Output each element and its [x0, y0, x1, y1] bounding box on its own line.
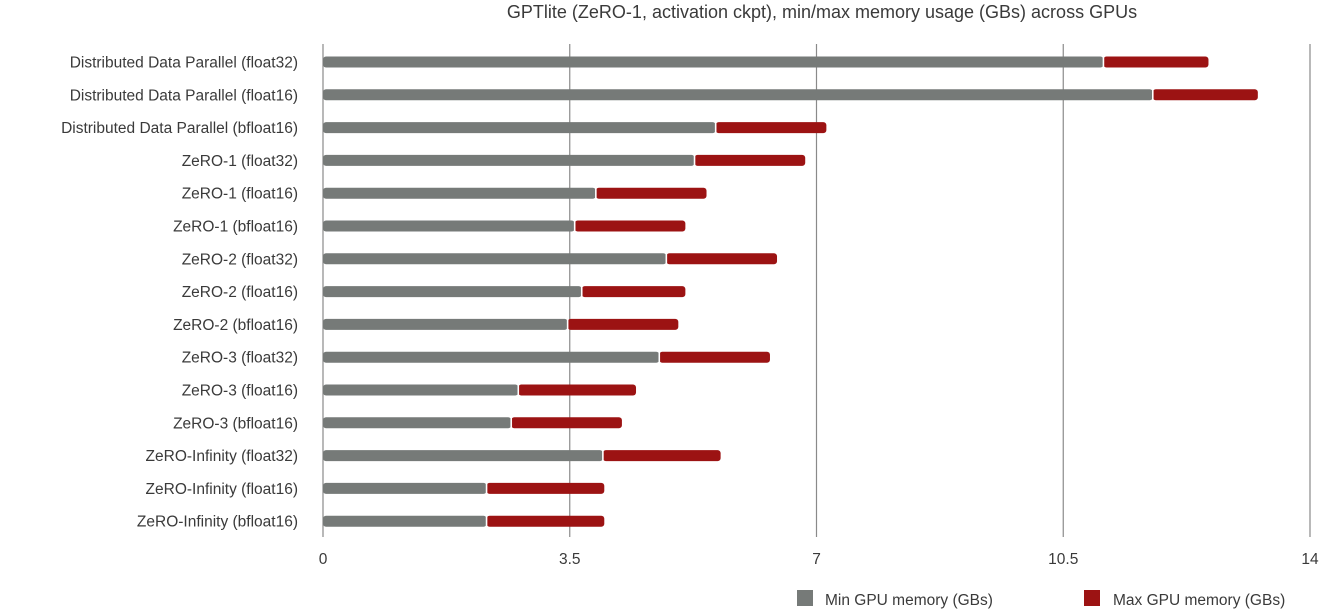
bar-max-segment — [666, 253, 778, 265]
bar-min-segment — [323, 253, 667, 265]
bar-max-segment — [595, 187, 707, 199]
bar-min-segment — [323, 187, 596, 199]
category-label: Distributed Data Parallel (bfloat16) — [61, 120, 298, 137]
bar-min-segment — [323, 154, 695, 166]
legend: Min GPU memory (GBs) Max GPU memory (GBs) — [797, 590, 1285, 609]
bar-max-segment — [602, 450, 721, 462]
category-label: ZeRO-3 (float16) — [182, 383, 298, 400]
category-label: ZeRO-2 (float32) — [182, 251, 298, 268]
legend-label: Max GPU memory (GBs) — [1113, 592, 1285, 609]
bar-max-segment — [518, 384, 637, 396]
bar-min-segment — [323, 417, 512, 429]
bar-max-segment — [511, 417, 622, 429]
category-label: ZeRO-Infinity (bfloat16) — [137, 514, 298, 531]
category-label: ZeRO-3 (bfloat16) — [173, 415, 298, 432]
category-label: ZeRO-2 (float16) — [182, 284, 298, 301]
category-label: ZeRO-1 (bfloat16) — [173, 219, 298, 236]
x-tick-label: 7 — [812, 551, 821, 568]
legend-label: Min GPU memory (GBs) — [825, 592, 993, 609]
bar-area — [323, 56, 1258, 527]
bar-min-segment — [323, 89, 1153, 101]
category-label: ZeRO-Infinity (float32) — [146, 448, 298, 465]
bar-max-segment — [715, 122, 827, 134]
bar-max-segment — [574, 220, 686, 232]
x-tick-label: 3.5 — [559, 551, 581, 568]
bar-max-segment — [694, 154, 806, 166]
x-tick-label: 0 — [319, 551, 328, 568]
category-label: ZeRO-1 (float16) — [182, 186, 298, 203]
bar-min-segment — [323, 482, 487, 494]
bar-min-segment — [323, 122, 716, 134]
x-axis-tick-labels: 0 3.5 7 10.5 14 — [319, 551, 1319, 568]
bar-max-segment — [659, 351, 770, 363]
bar-max-segment — [581, 286, 686, 298]
chart-title: GPTlite (ZeRO-1, activation ckpt), min/m… — [507, 2, 1137, 22]
category-label: ZeRO-1 (float32) — [182, 153, 298, 170]
category-label: ZeRO-3 (float32) — [182, 350, 298, 367]
category-label: ZeRO-2 (bfloat16) — [173, 317, 298, 334]
x-tick-label: 10.5 — [1048, 551, 1078, 568]
bar-max-segment — [486, 515, 605, 527]
category-label: ZeRO-Infinity (float16) — [146, 481, 298, 498]
bar-min-segment — [323, 56, 1104, 68]
bar-min-segment — [323, 384, 519, 396]
bar-min-segment — [323, 220, 575, 232]
legend-swatch — [1084, 590, 1100, 606]
bar-max-segment — [1152, 89, 1258, 101]
bar-min-segment — [323, 318, 568, 330]
bar-min-segment — [323, 515, 487, 527]
bar-max-segment — [567, 318, 679, 330]
bar-max-segment — [486, 482, 605, 494]
legend-swatch — [797, 590, 813, 606]
category-label: Distributed Data Parallel (float32) — [70, 55, 298, 72]
bar-max-segment — [1103, 56, 1209, 68]
bar-min-segment — [323, 286, 582, 298]
bar-min-segment — [323, 351, 660, 363]
category-labels: Distributed Data Parallel (float32) Distr… — [61, 55, 298, 531]
bar-min-segment — [323, 450, 603, 462]
category-label: Distributed Data Parallel (float16) — [70, 87, 298, 104]
x-tick-label: 14 — [1301, 551, 1319, 568]
